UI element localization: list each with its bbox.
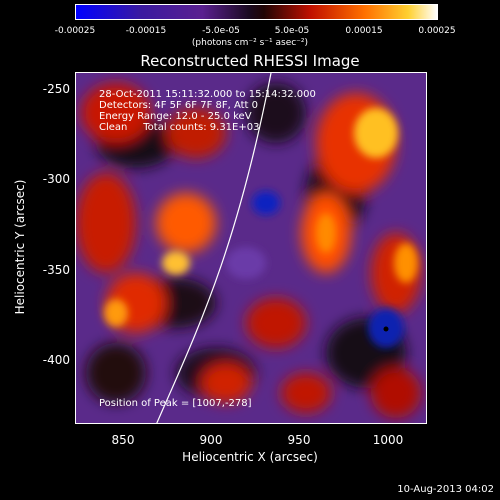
y-tick-label: -350 — [42, 263, 70, 277]
colorbar-tick: -0.00025 — [54, 26, 96, 36]
info-peak: Position of Peak = [1007,-278] — [99, 398, 252, 409]
colorbar-unit: (photons cm⁻² s⁻¹ asec⁻²) — [191, 38, 309, 48]
info-detectors: Detectors: 4F 5F 6F 7F 8F, Att 0 — [99, 100, 259, 111]
x-axis-label: Heliocentric X (arcsec) — [182, 450, 318, 464]
info-time: 28-Oct-2011 15:11:32.000 to 15:14:32.000 — [99, 89, 316, 100]
image-plot-area: 28-Oct-2011 15:11:32.000 to 15:14:32.000… — [75, 72, 427, 424]
y-tick-label: -300 — [42, 172, 70, 186]
x-tick-label: 850 — [111, 433, 135, 447]
colorbar-tick: 0.00015 — [345, 26, 383, 36]
limb-line — [156, 73, 272, 423]
plot-title: Reconstructed RHESSI Image — [140, 52, 360, 70]
x-tick-label: 900 — [199, 433, 223, 447]
colorbar-tick: 5.0e-05 — [274, 26, 310, 36]
reconstructed-image — [76, 73, 426, 423]
colorbar-tick: 0.00025 — [418, 26, 456, 36]
colorbar-tick: -5.0e-05 — [202, 26, 240, 36]
info-clean: Clean Total counts: 9.31E+03 — [99, 122, 260, 133]
colorbar-tick: -0.00015 — [125, 26, 167, 36]
date-stamp: 10-Aug-2013 04:02 — [397, 484, 494, 495]
x-tick-label: 950 — [287, 433, 311, 447]
colorbar — [75, 4, 438, 20]
info-energy: Energy Range: 12.0 - 25.0 keV — [99, 111, 252, 122]
x-tick-label: 1000 — [372, 433, 404, 447]
y-axis-label: Heliocentric Y (arcsec) — [13, 179, 27, 315]
y-tick-label: -400 — [42, 353, 70, 367]
y-tick-label: -250 — [42, 82, 70, 96]
